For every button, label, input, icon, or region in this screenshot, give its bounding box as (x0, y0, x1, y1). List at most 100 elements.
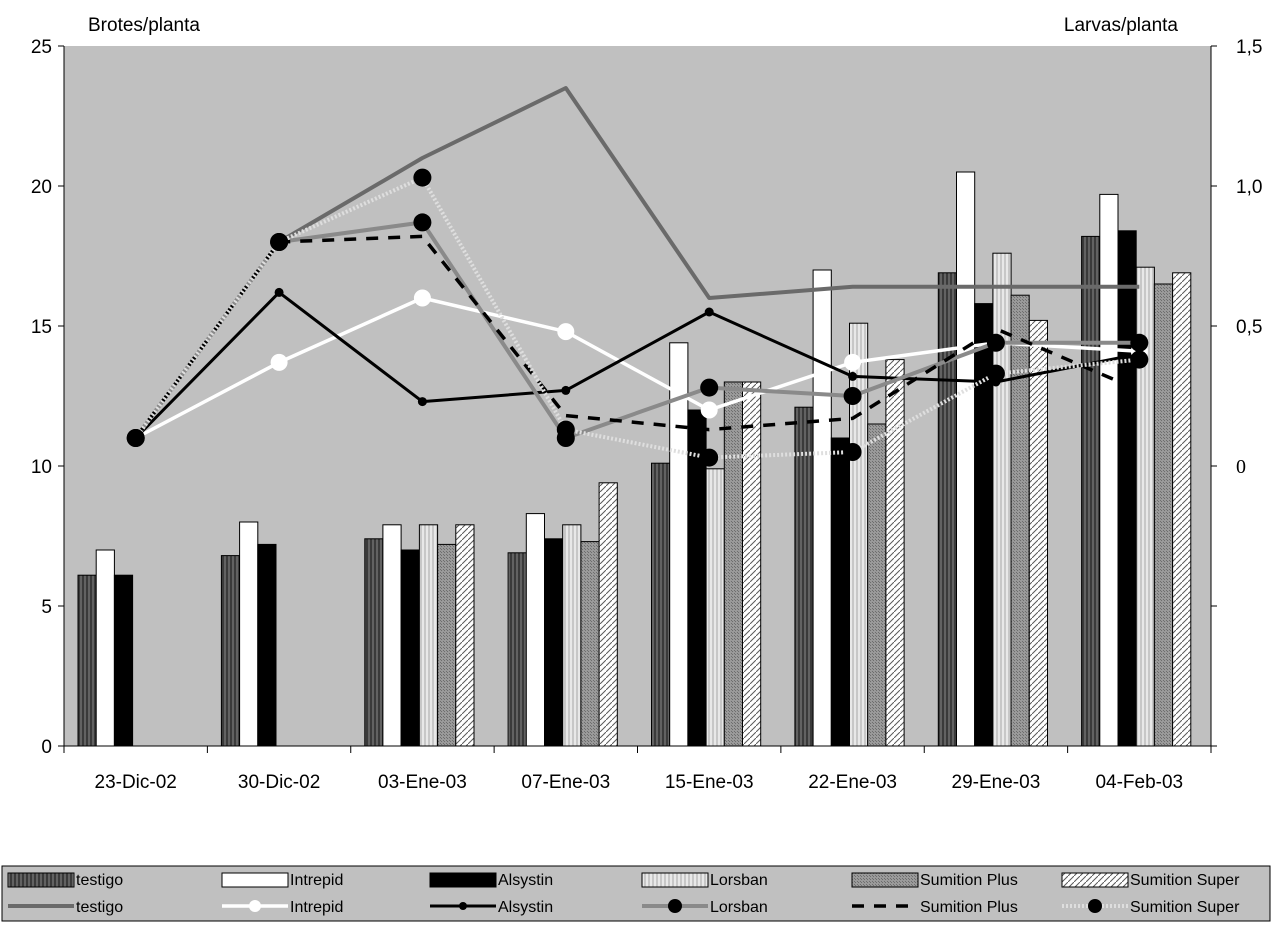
legend: testigo Intrepid Alsystin Lorsban Sumition P… (1, 865, 1271, 922)
bar-intrepid-22-ene-03 (812, 269, 832, 747)
bar-testigo-03-ene-03 (364, 538, 384, 747)
marker-intrepid-07-ene-03 (557, 323, 575, 341)
bar-lorsban-03-ene-03 (418, 524, 439, 747)
bar-testigo-07-ene-03 (507, 552, 527, 747)
right-axis-label: Larvas/planta (1064, 15, 1179, 36)
bar-alsystin-03-ene-03 (400, 549, 420, 747)
marker-sumition-super-30-dic-02 (270, 233, 289, 251)
bar-sumition-super-07-ene-03 (598, 482, 618, 747)
ticks-layer: 0 5 10 15 20 25 0 0,5 1,0 1,5 23-Dic-02 30-Dic-02 03… (31, 37, 1263, 793)
left-tick-label-5: 5 (41, 597, 52, 618)
bar-sumition-plus-04-feb-03 (1153, 283, 1174, 747)
marker-intrepid-03-ene-03 (413, 289, 431, 307)
bar-intrepid-29-ene-03 (956, 171, 976, 747)
bar-lorsban-07-ene-03 (562, 524, 582, 747)
left-tick-label-25: 25 (31, 37, 52, 58)
left-tick-label-20: 20 (31, 177, 52, 198)
line-lorsban (134, 220, 1140, 440)
legend-marker-sumition-super (1088, 899, 1102, 913)
bar-sumition-super-15-ene-03 (742, 381, 762, 747)
legend-box (1, 865, 1271, 922)
bar-alsystin-22-ene-03 (830, 437, 850, 747)
legend-marker-lorsban (668, 899, 682, 913)
right-tick-label-1-0: 1,0 (1236, 177, 1262, 198)
legend-bar-label-testigo: testigo (76, 872, 123, 889)
legend-bar-swatch-alsystin (429, 872, 497, 888)
right-tick-label-0: 0 (1236, 456, 1246, 478)
bar-lorsban-15-ene-03 (705, 468, 725, 747)
marker-sumition-super-04-feb-03 (1130, 350, 1149, 369)
legend-bar-label-sumition-plus: Sumition Plus (920, 872, 1018, 889)
legend-bar-label-alsystin: Alsystin (498, 872, 553, 889)
bar-sumition-plus-03-ene-03 (437, 543, 457, 747)
bar-sumition-plus-15-ene-03 (723, 381, 743, 747)
legend-line-label-sumition-plus: Sumition Plus (920, 899, 1018, 916)
marker-sumition-super-07-ene-03 (556, 420, 575, 439)
legend-bar-swatch-sumition-plus (851, 872, 919, 888)
marker-intrepid-22-ene-03 (844, 353, 862, 371)
bar-sumition-super-22-ene-03 (885, 359, 905, 747)
marker-lorsban-03-ene-03 (413, 213, 432, 232)
legend-line-label-testigo: testigo (76, 899, 123, 916)
marker-intrepid-15-ene-03 (700, 401, 718, 419)
legend-bar-swatch-intrepid (221, 872, 289, 888)
bar-intrepid-07-ene-03 (525, 513, 545, 747)
right-tick-label-0-5: 0,5 (1236, 317, 1262, 338)
marker-sumition-super-03-ene-03 (413, 168, 432, 187)
marker-alsystin-07-ene-03 (561, 385, 571, 395)
bar-sumition-plus-29-ene-03 (1010, 294, 1030, 747)
bar-testigo-23-dic-02 (77, 574, 97, 747)
marker-lorsban-15-ene-03 (700, 378, 719, 397)
marker-alsystin-22-ene-03 (848, 371, 858, 381)
marker-lorsban-29-ene-03 (986, 333, 1005, 352)
x-tick-label-03-ene-03: 03-Ene-03 (378, 772, 467, 793)
marker-sumition-super-23-dic-02 (126, 429, 145, 447)
bar-testigo-22-ene-03 (794, 406, 814, 747)
left-axis-label: Brotes/planta (88, 15, 200, 36)
line-alsystin (134, 290, 1140, 440)
line-testigo (134, 86, 1140, 440)
line-sumition-plus (134, 234, 1140, 440)
marker-lorsban-04-feb-03 (1130, 333, 1149, 352)
left-tick-label-15: 15 (31, 317, 52, 338)
x-tick-label-30-dic-02: 30-Dic-02 (238, 772, 320, 793)
bar-intrepid-23-dic-02 (95, 549, 115, 747)
line-sumition-super (134, 175, 1140, 460)
bar-sumition-plus-07-ene-03 (580, 541, 600, 747)
bar-sumition-super-03-ene-03 (455, 524, 475, 747)
legend-bar-swatch-testigo (7, 872, 75, 888)
bar-alsystin-23-dic-02 (113, 574, 134, 747)
x-tick-label-15-ene-03: 15-Ene-03 (665, 772, 754, 793)
x-tick-label-22-ene-03: 22-Ene-03 (808, 772, 897, 793)
marker-intrepid-30-dic-02 (270, 353, 288, 371)
bar-alsystin-04-feb-03 (1117, 230, 1137, 747)
legend-line-label-lorsban: Lorsban (710, 899, 768, 916)
bar-lorsban-29-ene-03 (992, 252, 1012, 747)
marker-sumition-super-29-ene-03 (986, 364, 1005, 383)
legend-bar-swatch-lorsban (641, 872, 709, 888)
x-tick-label-04-feb-03: 04-Feb-03 (1095, 772, 1183, 793)
bar-intrepid-03-ene-03 (382, 524, 402, 747)
x-tick-label-07-ene-03: 07-Ene-03 (521, 772, 610, 793)
marker-sumition-super-22-ene-03 (843, 443, 862, 461)
legend-marker-alsystin (459, 902, 467, 910)
marker-lorsban-22-ene-03 (843, 387, 862, 405)
bar-sumition-super-04-feb-03 (1172, 272, 1192, 747)
bar-testigo-04-feb-03 (1081, 235, 1101, 747)
bar-sumition-plus-22-ene-03 (867, 423, 887, 747)
lines-layer (126, 86, 1149, 467)
x-tick-label-29-ene-03: 29-Ene-03 (952, 772, 1041, 793)
bar-intrepid-15-ene-03 (669, 342, 689, 747)
bar-alsystin-30-dic-02 (257, 543, 277, 747)
marker-alsystin-03-ene-03 (417, 397, 427, 407)
left-tick-label-0: 0 (41, 737, 52, 758)
left-tick-label-10: 10 (31, 457, 52, 478)
line-intrepid (134, 296, 1140, 440)
bar-testigo-30-dic-02 (220, 555, 241, 747)
marker-alsystin-15-ene-03 (704, 307, 714, 317)
right-tick-label-1-5: 1,5 (1236, 37, 1262, 58)
legend-line-label-alsystin: Alsystin (498, 899, 553, 916)
legend-bar-label-sumition-super: Sumition Super (1130, 872, 1240, 889)
bar-alsystin-07-ene-03 (544, 538, 564, 747)
legend-bar-swatch-sumition-super (1061, 872, 1129, 888)
